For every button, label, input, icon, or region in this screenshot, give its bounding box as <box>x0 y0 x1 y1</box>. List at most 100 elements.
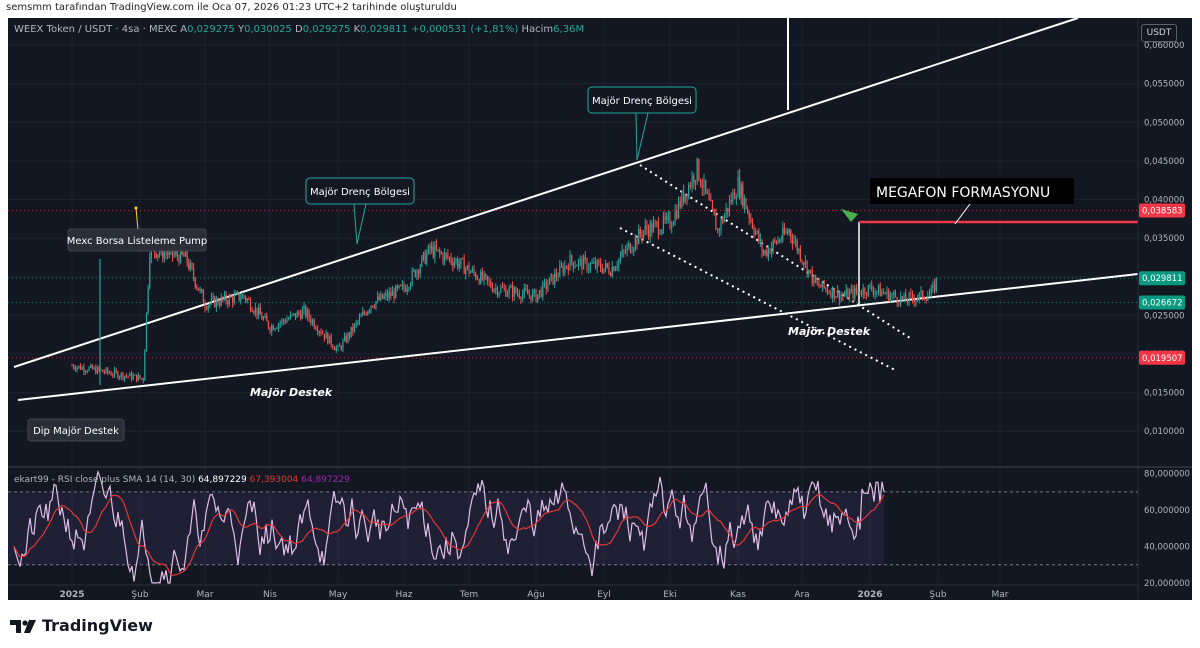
support-label-2: Majör Destek <box>788 325 871 338</box>
time-tick-label: Tem <box>459 590 478 600</box>
candle-body <box>801 260 803 263</box>
candle-body <box>463 258 465 274</box>
candle-body <box>461 258 464 260</box>
candle-body <box>900 296 902 305</box>
candle-body <box>798 249 800 251</box>
candle-body <box>373 307 375 308</box>
candle-body <box>122 372 124 380</box>
candle-body <box>448 257 451 259</box>
time-tick-label: Şub <box>929 590 946 600</box>
symbol-name[interactable]: WEEX Token / USDT · 4sa · MEXC <box>14 24 178 35</box>
candle-body <box>854 287 856 299</box>
candle-body <box>869 284 871 286</box>
candle-body <box>649 223 651 238</box>
candle-body <box>644 225 646 231</box>
candle-body <box>564 265 566 274</box>
candle-body <box>641 234 643 238</box>
pump-label: Mexc Borsa Listeleme Pump <box>67 228 207 252</box>
candle-body <box>547 284 549 289</box>
candle-body <box>110 373 112 376</box>
candle-body <box>258 307 260 316</box>
candle-body <box>204 303 206 309</box>
candle-body <box>583 256 585 270</box>
candle-body <box>168 249 170 255</box>
candle-body <box>664 216 666 220</box>
rsi-tick-label: 80,000000 <box>1144 470 1190 480</box>
candle-body <box>453 262 455 266</box>
candle-body <box>818 282 820 287</box>
price-tick-label: 0,060000 <box>1144 41 1185 51</box>
candle-body <box>286 319 288 323</box>
candle-body <box>235 293 237 295</box>
candle-body <box>217 298 219 305</box>
candle-body <box>249 299 252 310</box>
candle-body <box>569 255 571 271</box>
rsi-legend-value-2: 67,393004 <box>250 475 302 485</box>
candle-body <box>588 268 590 270</box>
tradingview-logo: TradingView <box>10 616 153 635</box>
candle-body <box>862 288 864 295</box>
candle-body <box>283 319 285 322</box>
candle-body <box>81 367 83 370</box>
candle-body <box>175 251 177 255</box>
candle-body <box>898 302 900 305</box>
candle-body <box>350 326 352 337</box>
candle-body <box>666 216 668 220</box>
candle-body <box>756 231 758 233</box>
candle-body <box>214 296 216 307</box>
candle-body <box>835 296 837 299</box>
candle-body <box>293 313 295 315</box>
candle-body <box>444 253 446 261</box>
candle-body <box>105 368 107 373</box>
candle-body <box>671 226 673 229</box>
candle-body <box>491 286 494 292</box>
candle-body <box>323 333 325 339</box>
candle-body <box>332 345 334 349</box>
candle-body <box>264 316 266 318</box>
time-tick-label: 2026 <box>857 590 882 600</box>
candle-body <box>85 371 87 373</box>
candle-body <box>611 266 613 276</box>
candle-body <box>289 314 291 319</box>
candle-body <box>554 273 556 285</box>
high-value: 0,030025 <box>244 24 292 35</box>
candle-body <box>232 297 234 303</box>
candle-body <box>277 324 280 329</box>
candle-body <box>701 185 703 189</box>
candle-body <box>186 250 188 263</box>
drawings-layer <box>8 17 1139 401</box>
candle-body <box>442 253 444 261</box>
candle-body <box>149 257 151 288</box>
currency-button[interactable]: USDT <box>1141 24 1177 42</box>
price-tag <box>1139 271 1185 286</box>
candle-body <box>378 296 380 300</box>
candle-body <box>269 327 271 332</box>
candle-body <box>513 287 515 297</box>
time-tick-label: Ara <box>794 590 809 600</box>
candle-body <box>567 266 569 271</box>
candle-body <box>730 199 732 203</box>
candle-body <box>362 312 364 316</box>
candle-body <box>799 249 801 261</box>
candle-body <box>538 290 540 295</box>
candle-body <box>849 291 851 299</box>
price-tag <box>1139 295 1185 310</box>
candle-body <box>636 237 638 245</box>
candle-body <box>672 222 674 227</box>
candle-body <box>300 313 302 319</box>
candle-body <box>337 345 339 348</box>
candle-body <box>167 253 169 255</box>
candle-body <box>743 198 745 207</box>
candle-body <box>520 297 522 300</box>
candle-body <box>408 287 410 289</box>
candle-body <box>367 311 369 315</box>
candle-body <box>401 284 403 286</box>
candle-body <box>764 250 766 254</box>
callout-box <box>305 177 415 205</box>
candle-body <box>130 373 133 380</box>
candle-body <box>476 278 478 280</box>
candle-body <box>127 376 129 377</box>
candle-body <box>656 221 658 223</box>
candle-body <box>589 263 591 269</box>
